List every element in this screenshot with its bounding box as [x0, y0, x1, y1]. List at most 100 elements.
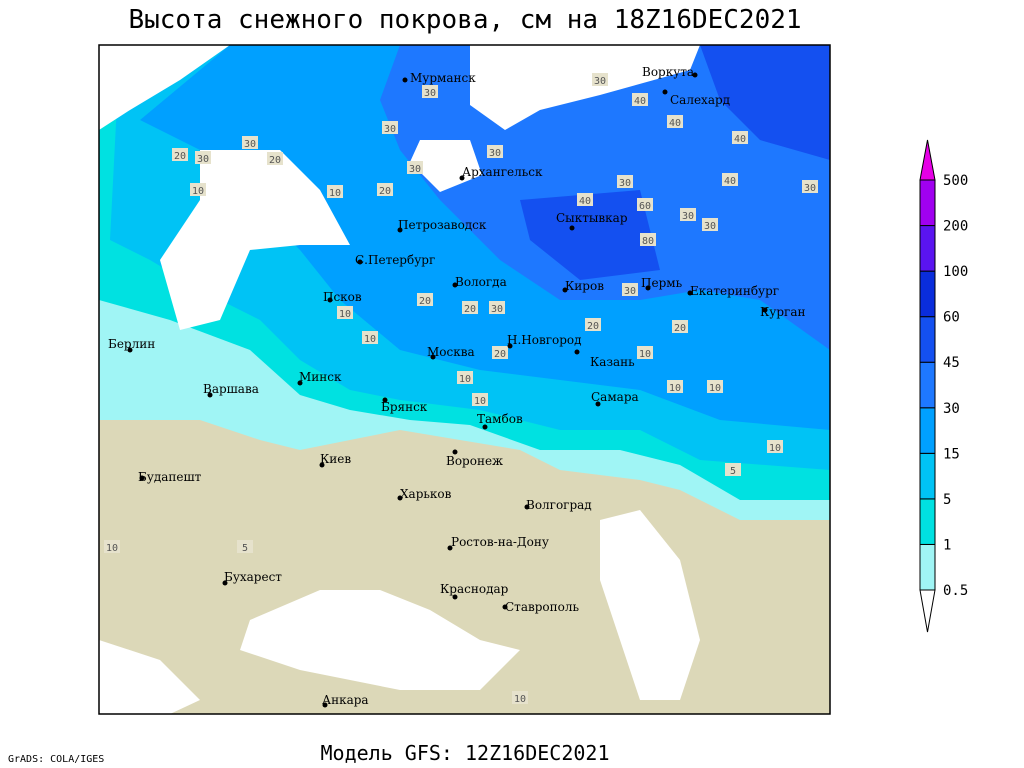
city-label: Салехард: [670, 93, 730, 107]
contour-labels: 30 40 30 40 40 30 30 40 30 20 30 30 20 10 20 10 30 30 40 60…: [104, 73, 818, 705]
contour-label: 60: [639, 201, 651, 212]
contour-label-box: [767, 440, 783, 453]
colorbar-label: 45: [943, 355, 960, 371]
colorbar-band: [919, 498, 936, 545]
contour-label: 5: [730, 466, 736, 477]
contour-label: 10: [192, 186, 204, 197]
contour-label-box: [632, 93, 648, 106]
city-dot: [482, 424, 488, 430]
city-dot: [452, 594, 458, 600]
contour-label: 30: [489, 148, 501, 159]
colorbar-band: [919, 543, 936, 591]
city-dot: [327, 297, 333, 303]
contour-label: 30: [682, 211, 694, 222]
sea: [99, 640, 200, 714]
contour-label: 10: [329, 188, 341, 199]
contour-label: 10: [769, 443, 781, 454]
contour-label: 10: [364, 334, 376, 345]
city-label: Варшава: [203, 382, 259, 396]
colorbar-band: [919, 452, 936, 500]
city-dot: [139, 475, 145, 481]
city-dot: [430, 354, 436, 360]
contour-label-box: [707, 380, 723, 393]
contour-label: 30: [424, 88, 436, 99]
city-label: Пермь: [641, 276, 683, 290]
credit: GrADS: COLA/IGES: [8, 754, 104, 765]
city-dot: [459, 175, 465, 181]
city-dot: [397, 227, 403, 233]
snow-zone: [700, 45, 830, 160]
city-dot: [397, 495, 403, 501]
city-dot: [222, 580, 228, 586]
contour-label-box: [462, 301, 478, 314]
title: Высота снежного покрова, см на 18Z16DEC2…: [128, 5, 801, 35]
contour-label: 20: [674, 323, 686, 334]
contour-label-box: [667, 380, 683, 393]
city-label: Будапешт: [138, 470, 202, 484]
contour-label: 10: [639, 349, 651, 360]
map-frame: [98, 44, 831, 715]
contour-label: 30: [491, 304, 503, 315]
city-dot: [687, 290, 693, 296]
colorbar-label: 1: [943, 537, 951, 553]
city-label: Псков: [323, 290, 362, 304]
contour-label-box: [172, 148, 188, 161]
contour-label-box: [242, 136, 258, 149]
city-label: Москва: [427, 345, 475, 359]
contour-label: 10: [339, 309, 351, 320]
sea: [470, 45, 700, 130]
colorbar-label: 60: [943, 310, 960, 326]
contour-label-box: [617, 175, 633, 188]
city-dot: [322, 702, 328, 708]
city-label: Брянск: [381, 400, 428, 414]
contour-label: 30: [619, 178, 631, 189]
contour-label-box: [640, 233, 656, 246]
contour-label-box: [489, 301, 505, 314]
contour-label-box: [190, 183, 206, 196]
city-dot: [562, 287, 568, 293]
city-dot: [402, 77, 408, 83]
city-label: Бухарест: [224, 570, 282, 584]
contour-label-box: [362, 331, 378, 344]
contour-label-box: [585, 318, 601, 331]
contour-label-box: [592, 73, 608, 86]
contour-label: 10: [106, 543, 118, 554]
city-dot: [452, 449, 458, 455]
contour-label-box: [732, 131, 748, 144]
colorbar-label: 30: [943, 401, 960, 417]
city-dot: [452, 282, 458, 288]
contour-label: 20: [269, 155, 281, 166]
contour-label: 30: [409, 164, 421, 175]
model-caption: Модель GFS: 12Z16DEC2021: [321, 741, 610, 765]
contour-label: 20: [174, 151, 186, 162]
colorbar-low: [919, 589, 936, 633]
contour-label-box: [422, 85, 438, 98]
city-label: Воронеж: [446, 454, 503, 468]
contour-label-box: [672, 320, 688, 333]
sea: [99, 45, 230, 130]
city-dot: [692, 72, 698, 78]
contour-label-box: [457, 371, 473, 384]
contour-label-box: [637, 346, 653, 359]
city-dot: [762, 307, 768, 313]
contour-label: 20: [419, 296, 431, 307]
contour-label: 30: [704, 221, 716, 232]
contour-label: 20: [587, 321, 599, 332]
contour-label: 10: [474, 396, 486, 407]
contour-label: 10: [514, 694, 526, 705]
contour-label-box: [237, 540, 253, 553]
contour-label: 40: [634, 96, 646, 107]
snow-zone: [520, 190, 660, 280]
contour-label: 40: [734, 134, 746, 145]
colorbar-band: [919, 361, 936, 409]
colorbar-label: 200: [943, 219, 968, 235]
contour-label: 30: [197, 154, 209, 165]
city-dot: [447, 545, 453, 551]
colorbar-band: [919, 316, 936, 363]
contour-label: 40: [724, 176, 736, 187]
city-label: Самара: [591, 390, 639, 404]
colorbar-label: 100: [943, 264, 968, 280]
city-label: Архангельск: [462, 165, 543, 179]
